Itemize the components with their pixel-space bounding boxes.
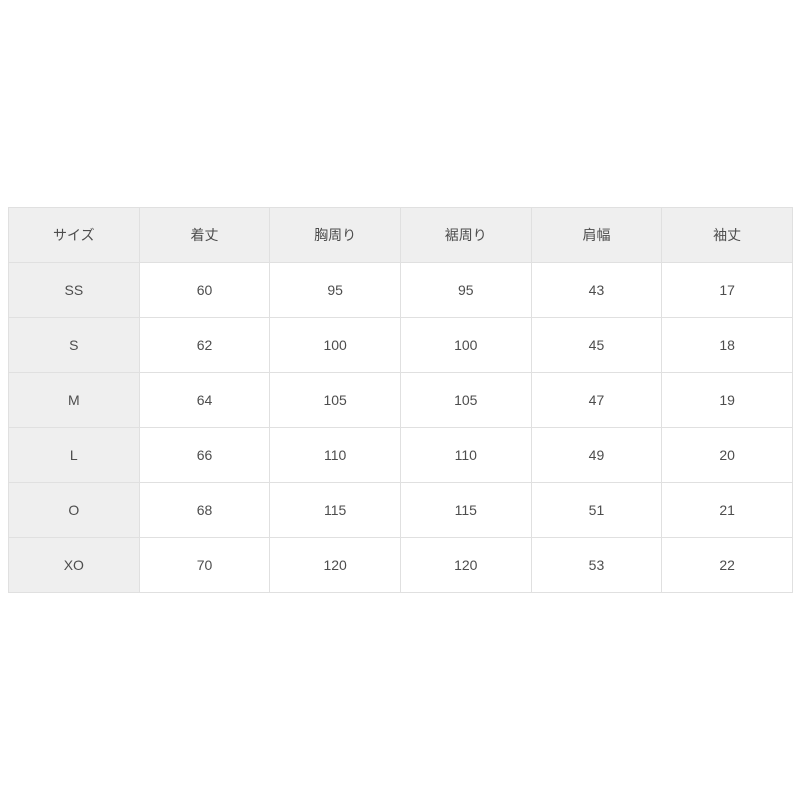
value-cell: 120 bbox=[269, 537, 401, 593]
value-cell: 62 bbox=[138, 317, 271, 373]
table-header-row: サイズ 着丈 胸周り 裾周り 肩幅 袖丈 bbox=[8, 207, 793, 263]
header-cell-sleeve: 袖丈 bbox=[661, 207, 793, 263]
header-cell-length: 着丈 bbox=[138, 207, 271, 263]
value-cell: 47 bbox=[530, 372, 663, 428]
table-row: L 66 110 110 49 20 bbox=[8, 427, 793, 483]
row-label-cell: XO bbox=[8, 537, 140, 593]
value-cell: 49 bbox=[530, 427, 663, 483]
value-cell: 20 bbox=[661, 427, 793, 483]
value-cell: 51 bbox=[530, 482, 663, 538]
value-cell: 105 bbox=[399, 372, 532, 428]
value-cell: 100 bbox=[399, 317, 532, 373]
value-cell: 53 bbox=[530, 537, 663, 593]
value-cell: 66 bbox=[138, 427, 271, 483]
row-label-cell: S bbox=[8, 317, 140, 373]
size-chart-section: サイズ 着丈 胸周り 裾周り 肩幅 袖丈 SS 60 95 95 43 17 S… bbox=[8, 207, 793, 593]
value-cell: 105 bbox=[269, 372, 401, 428]
value-cell: 60 bbox=[138, 262, 271, 318]
value-cell: 100 bbox=[269, 317, 401, 373]
value-cell: 115 bbox=[269, 482, 401, 538]
value-cell: 115 bbox=[399, 482, 532, 538]
header-cell-size: サイズ bbox=[8, 207, 140, 263]
row-label-cell: L bbox=[8, 427, 140, 483]
header-cell-chest: 胸周り bbox=[269, 207, 401, 263]
value-cell: 43 bbox=[530, 262, 663, 318]
size-chart-header: サイズ 着丈 胸周り 裾周り 肩幅 袖丈 bbox=[8, 207, 793, 263]
value-cell: 17 bbox=[661, 262, 793, 318]
value-cell: 68 bbox=[138, 482, 271, 538]
value-cell: 110 bbox=[269, 427, 401, 483]
value-cell: 45 bbox=[530, 317, 663, 373]
row-label-cell: M bbox=[8, 372, 140, 428]
table-row: O 68 115 115 51 21 bbox=[8, 482, 793, 538]
value-cell: 22 bbox=[661, 537, 793, 593]
value-cell: 19 bbox=[661, 372, 793, 428]
size-chart-body: SS 60 95 95 43 17 S 62 100 100 45 18 M 6… bbox=[8, 262, 793, 593]
table-row: XO 70 120 120 53 22 bbox=[8, 537, 793, 593]
row-label-cell: O bbox=[8, 482, 140, 538]
value-cell: 21 bbox=[661, 482, 793, 538]
value-cell: 95 bbox=[399, 262, 532, 318]
value-cell: 110 bbox=[399, 427, 532, 483]
value-cell: 70 bbox=[138, 537, 271, 593]
value-cell: 120 bbox=[399, 537, 532, 593]
table-row: S 62 100 100 45 18 bbox=[8, 317, 793, 373]
header-cell-shoulder: 肩幅 bbox=[530, 207, 663, 263]
table-row: M 64 105 105 47 19 bbox=[8, 372, 793, 428]
row-label-cell: SS bbox=[8, 262, 140, 318]
table-row: SS 60 95 95 43 17 bbox=[8, 262, 793, 318]
value-cell: 64 bbox=[138, 372, 271, 428]
value-cell: 18 bbox=[661, 317, 793, 373]
header-cell-hem: 裾周り bbox=[399, 207, 532, 263]
size-chart-table: サイズ 着丈 胸周り 裾周り 肩幅 袖丈 SS 60 95 95 43 17 S… bbox=[8, 207, 793, 593]
value-cell: 95 bbox=[269, 262, 401, 318]
